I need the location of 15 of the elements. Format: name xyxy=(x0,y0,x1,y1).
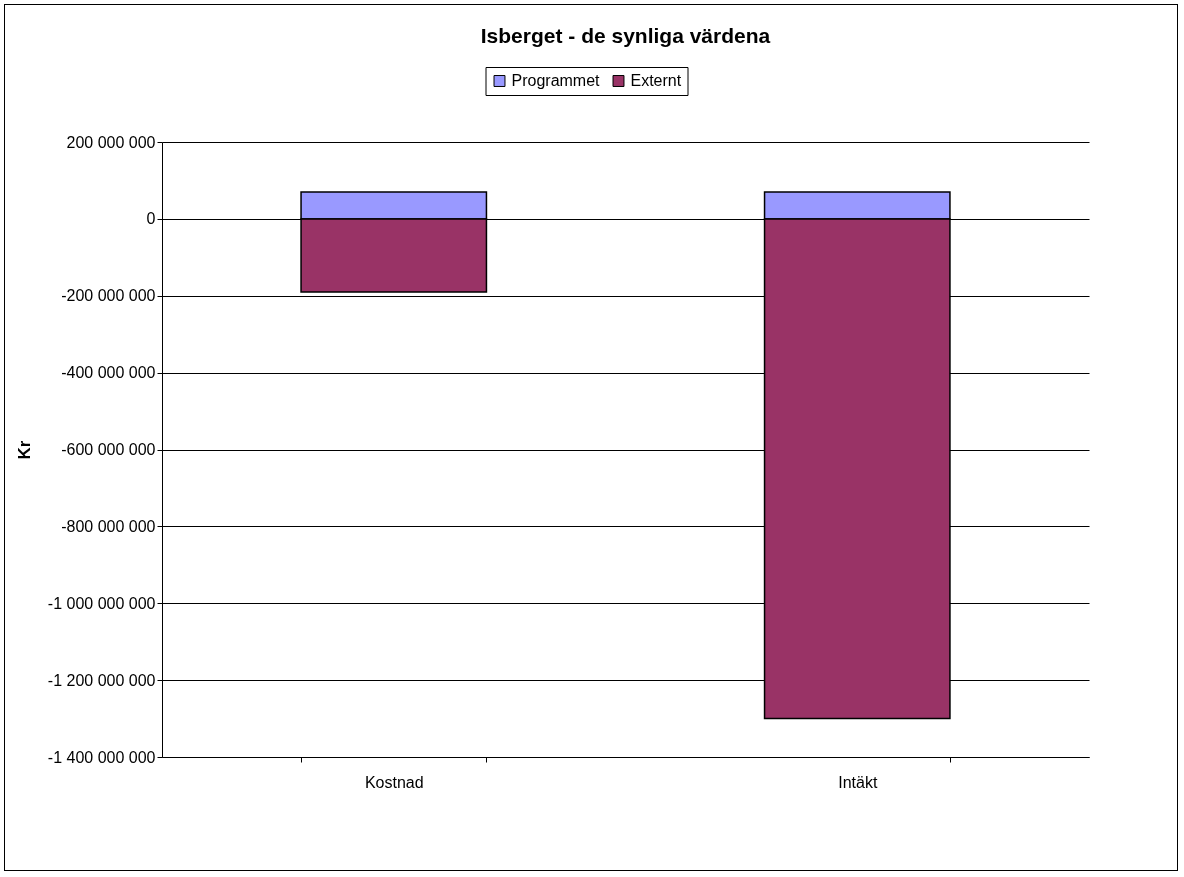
y-tick-label: -400 000 000 xyxy=(61,364,156,382)
y-tick-label: 200 000 000 xyxy=(66,133,156,151)
legend-label: Externt xyxy=(630,72,682,89)
x-tick-label: Kostnad xyxy=(364,773,424,791)
chart-title: Isberget - de synliga värdena xyxy=(480,23,771,47)
y-tick-label: -800 000 000 xyxy=(61,517,156,535)
y-tick-label: -1 000 000 000 xyxy=(47,594,156,612)
y-tick-label: -1 400 000 000 xyxy=(47,748,156,766)
y-tick-label: -200 000 000 xyxy=(61,287,156,305)
y-tick-label: -600 000 000 xyxy=(61,441,156,458)
x-tick-label: Intäkt xyxy=(838,773,878,791)
y-axis-title: Kr xyxy=(14,440,34,460)
legend-label: Programmet xyxy=(511,72,601,89)
y-tick-label: 0 xyxy=(146,210,156,228)
y-tick-label: -1 200 000 000 xyxy=(47,671,156,689)
